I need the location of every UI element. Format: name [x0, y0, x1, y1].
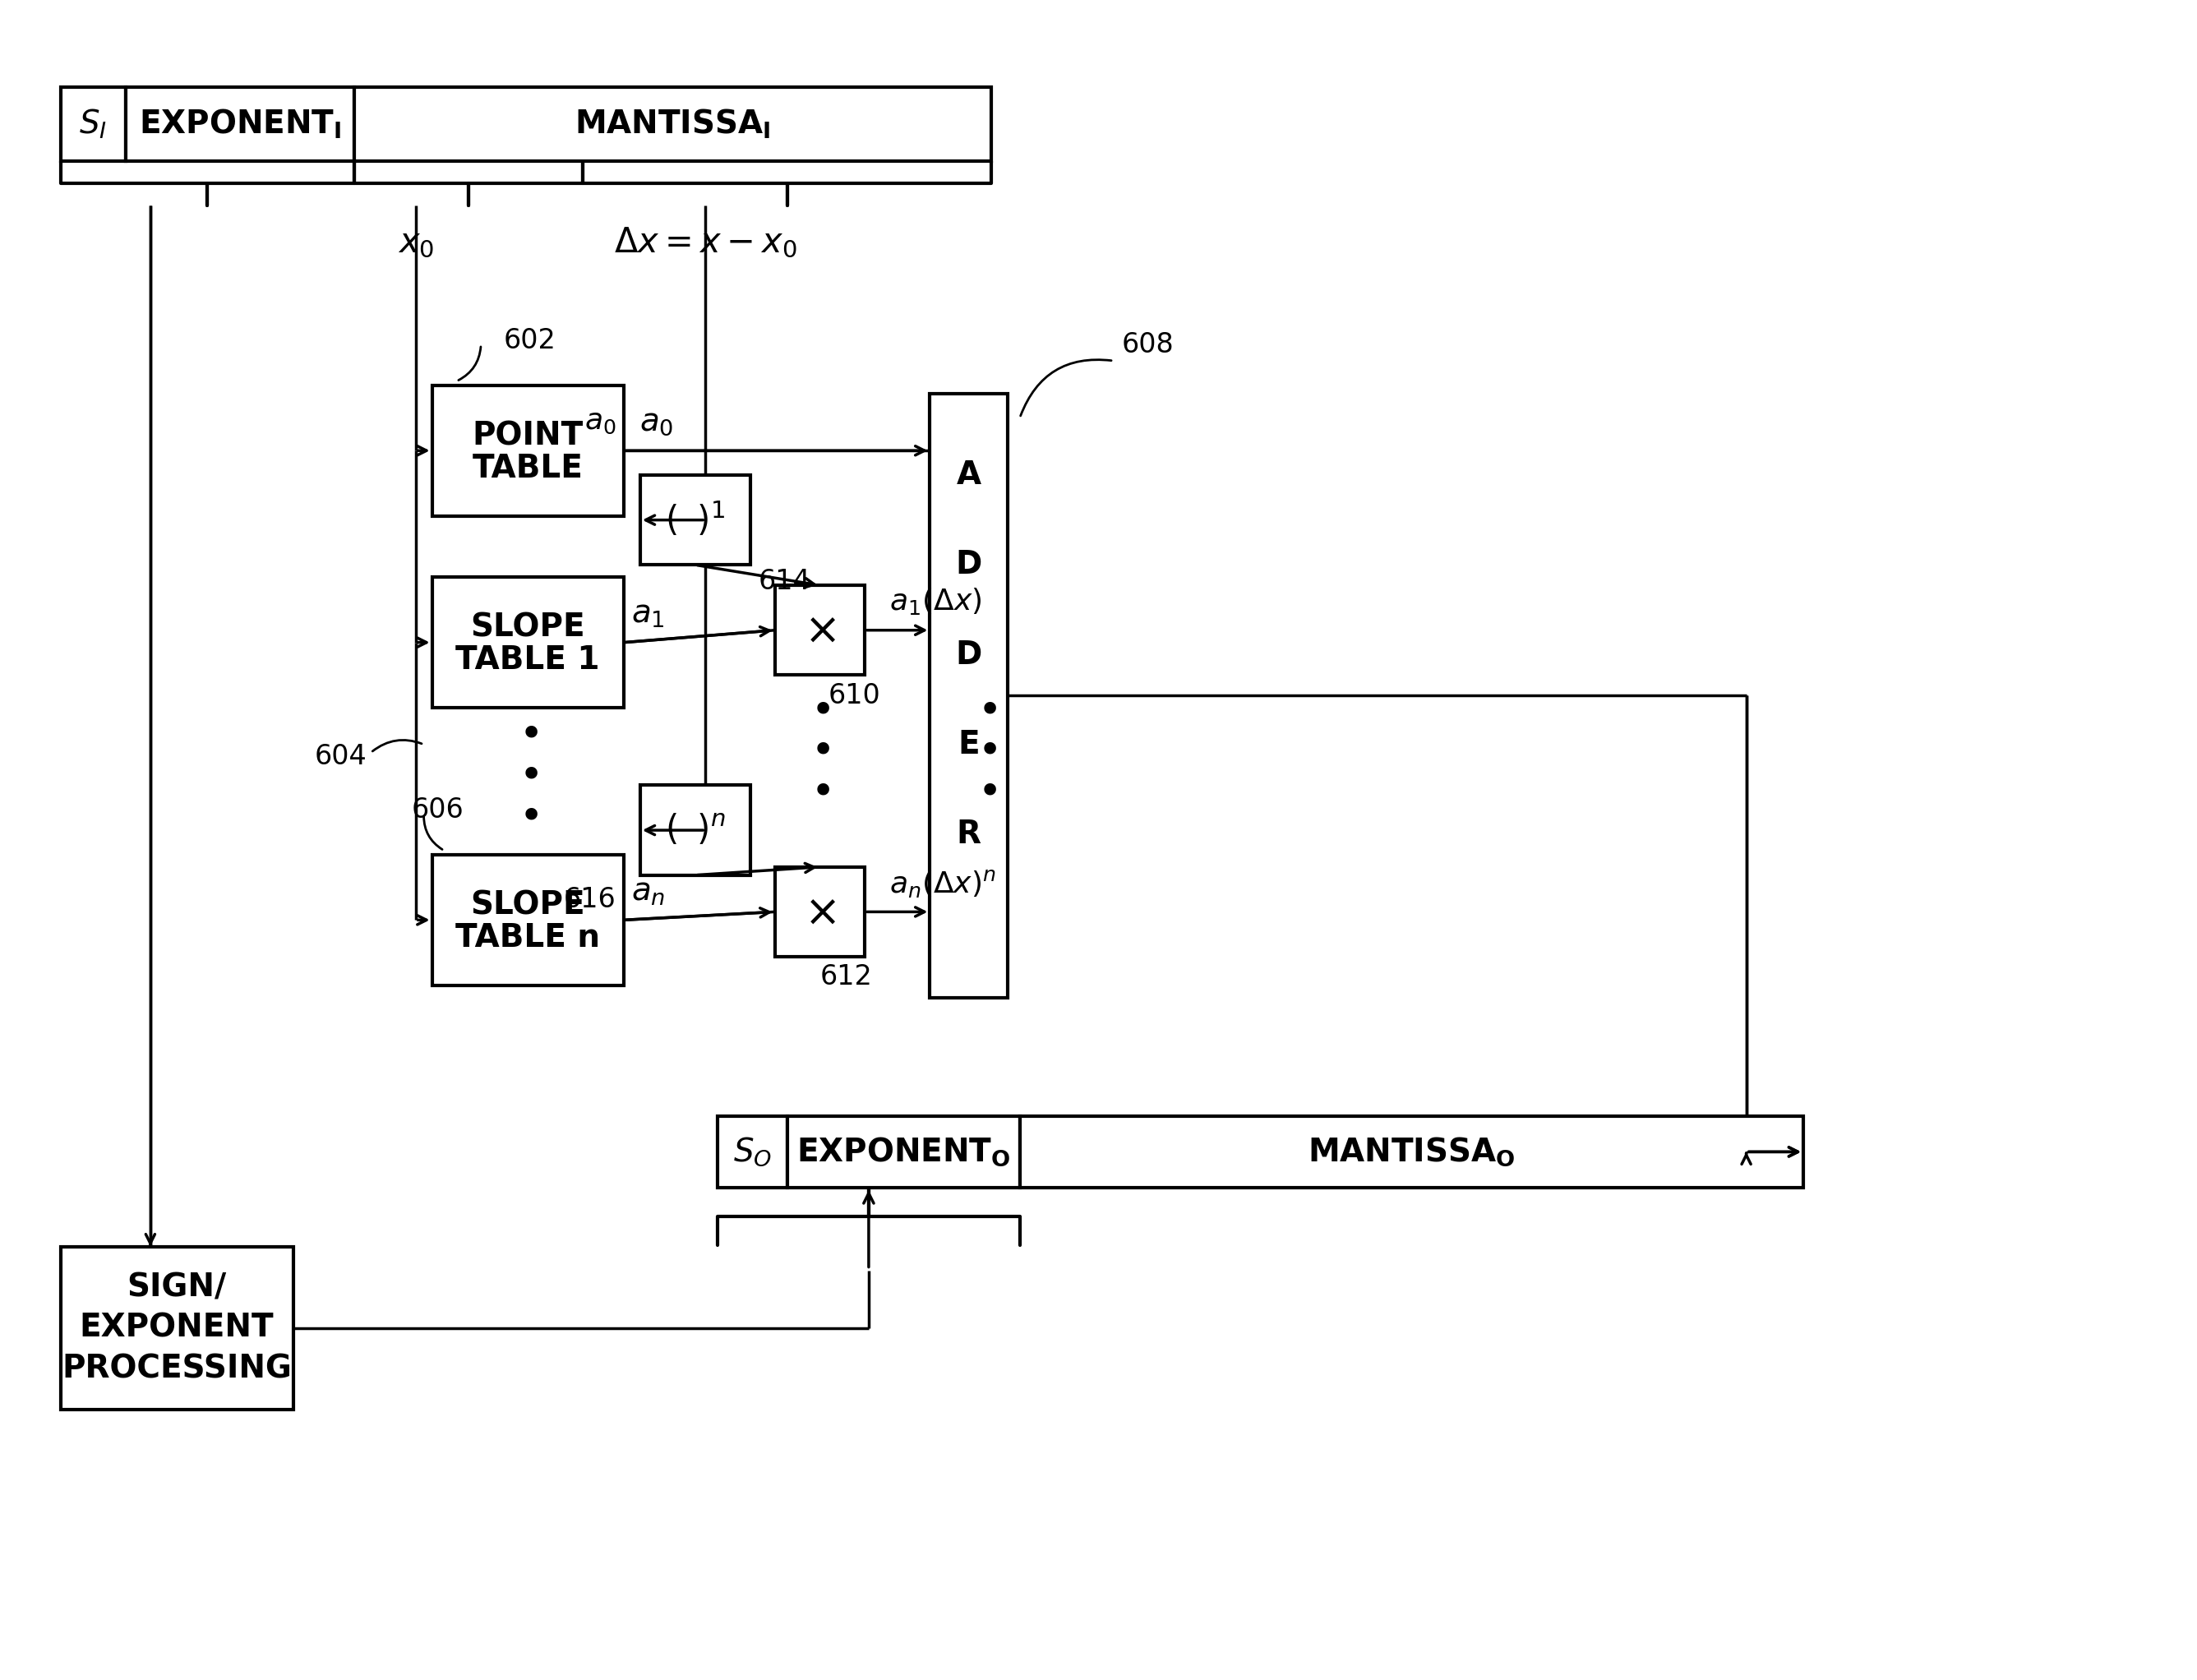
- Text: $\bullet$: $\bullet$: [518, 753, 538, 793]
- Text: $(\;\;)^n$: $(\;\;)^n$: [666, 813, 725, 847]
- Bar: [433, 385, 624, 516]
- Bar: [125, 87, 354, 161]
- Text: $\bullet$: $\bullet$: [808, 769, 830, 810]
- Text: $S_O$: $S_O$: [734, 1136, 771, 1168]
- Text: $\mathbf{EXPONENT_O}$: $\mathbf{EXPONENT_O}$: [795, 1136, 1011, 1168]
- Text: POINT: POINT: [472, 420, 584, 452]
- Bar: [62, 1247, 292, 1410]
- Bar: [639, 785, 751, 875]
- Text: A: A: [956, 460, 982, 491]
- Text: $a_n(\Delta x)^n$: $a_n(\Delta x)^n$: [890, 867, 995, 899]
- Text: 608: 608: [1123, 331, 1173, 358]
- Text: PROCESSING: PROCESSING: [62, 1354, 292, 1384]
- Bar: [354, 87, 991, 161]
- Bar: [776, 867, 866, 956]
- Text: $a_1$: $a_1$: [631, 598, 666, 630]
- Text: TABLE 1: TABLE 1: [455, 645, 600, 675]
- Bar: [433, 855, 624, 984]
- Text: $\mathbf{EXPONENT_I}$: $\mathbf{EXPONENT_I}$: [138, 108, 341, 141]
- Bar: [776, 585, 866, 675]
- Text: 616: 616: [562, 885, 615, 914]
- Text: $\bullet$: $\bullet$: [808, 729, 830, 768]
- Text: $\bullet$: $\bullet$: [518, 712, 538, 753]
- Text: 602: 602: [503, 328, 556, 354]
- Bar: [1019, 1116, 1804, 1188]
- Text: $\bullet$: $\bullet$: [808, 689, 830, 727]
- Bar: [62, 87, 125, 161]
- Text: $\mathbf{MANTISSA_O}$: $\mathbf{MANTISSA_O}$: [1307, 1136, 1516, 1168]
- Text: $\times$: $\times$: [804, 608, 835, 652]
- Text: $a_0$: $a_0$: [584, 408, 615, 437]
- Text: E: E: [958, 729, 980, 759]
- Text: $a_0$: $a_0$: [639, 407, 674, 438]
- Bar: [929, 393, 1008, 998]
- Text: $\Delta x = x - x_0$: $\Delta x = x - x_0$: [613, 225, 798, 260]
- Text: $\bullet$: $\bullet$: [978, 769, 997, 810]
- Bar: [639, 475, 751, 564]
- Text: SLOPE: SLOPE: [470, 890, 584, 921]
- Text: R: R: [956, 818, 982, 850]
- Text: TABLE n: TABLE n: [455, 922, 600, 954]
- Text: $\bullet$: $\bullet$: [978, 729, 997, 768]
- Text: 606: 606: [411, 796, 464, 823]
- Text: SIGN/: SIGN/: [127, 1272, 226, 1304]
- Text: $a_n$: $a_n$: [631, 875, 666, 907]
- Text: $\bullet$: $\bullet$: [518, 795, 538, 833]
- Text: TABLE: TABLE: [472, 454, 584, 484]
- Text: EXPONENT: EXPONENT: [79, 1312, 275, 1344]
- Bar: [787, 1116, 1019, 1188]
- Text: 612: 612: [819, 964, 872, 991]
- Text: $\bullet$: $\bullet$: [978, 689, 997, 727]
- Bar: [718, 1116, 787, 1188]
- Text: 614: 614: [758, 568, 811, 595]
- Text: D: D: [956, 549, 982, 581]
- Text: 604: 604: [314, 743, 367, 771]
- Bar: [433, 578, 624, 707]
- Text: $\mathbf{MANTISSA_I}$: $\mathbf{MANTISSA_I}$: [576, 108, 771, 141]
- Text: $a_1(\Delta x)$: $a_1(\Delta x)$: [890, 586, 982, 617]
- Text: SLOPE: SLOPE: [470, 612, 584, 643]
- Text: 610: 610: [828, 682, 881, 709]
- Text: $x_0$: $x_0$: [398, 225, 433, 260]
- Text: $S_I$: $S_I$: [79, 108, 108, 141]
- Text: D: D: [956, 638, 982, 670]
- Text: $(\;\;)^1$: $(\;\;)^1$: [666, 501, 725, 539]
- Text: $\times$: $\times$: [804, 890, 835, 932]
